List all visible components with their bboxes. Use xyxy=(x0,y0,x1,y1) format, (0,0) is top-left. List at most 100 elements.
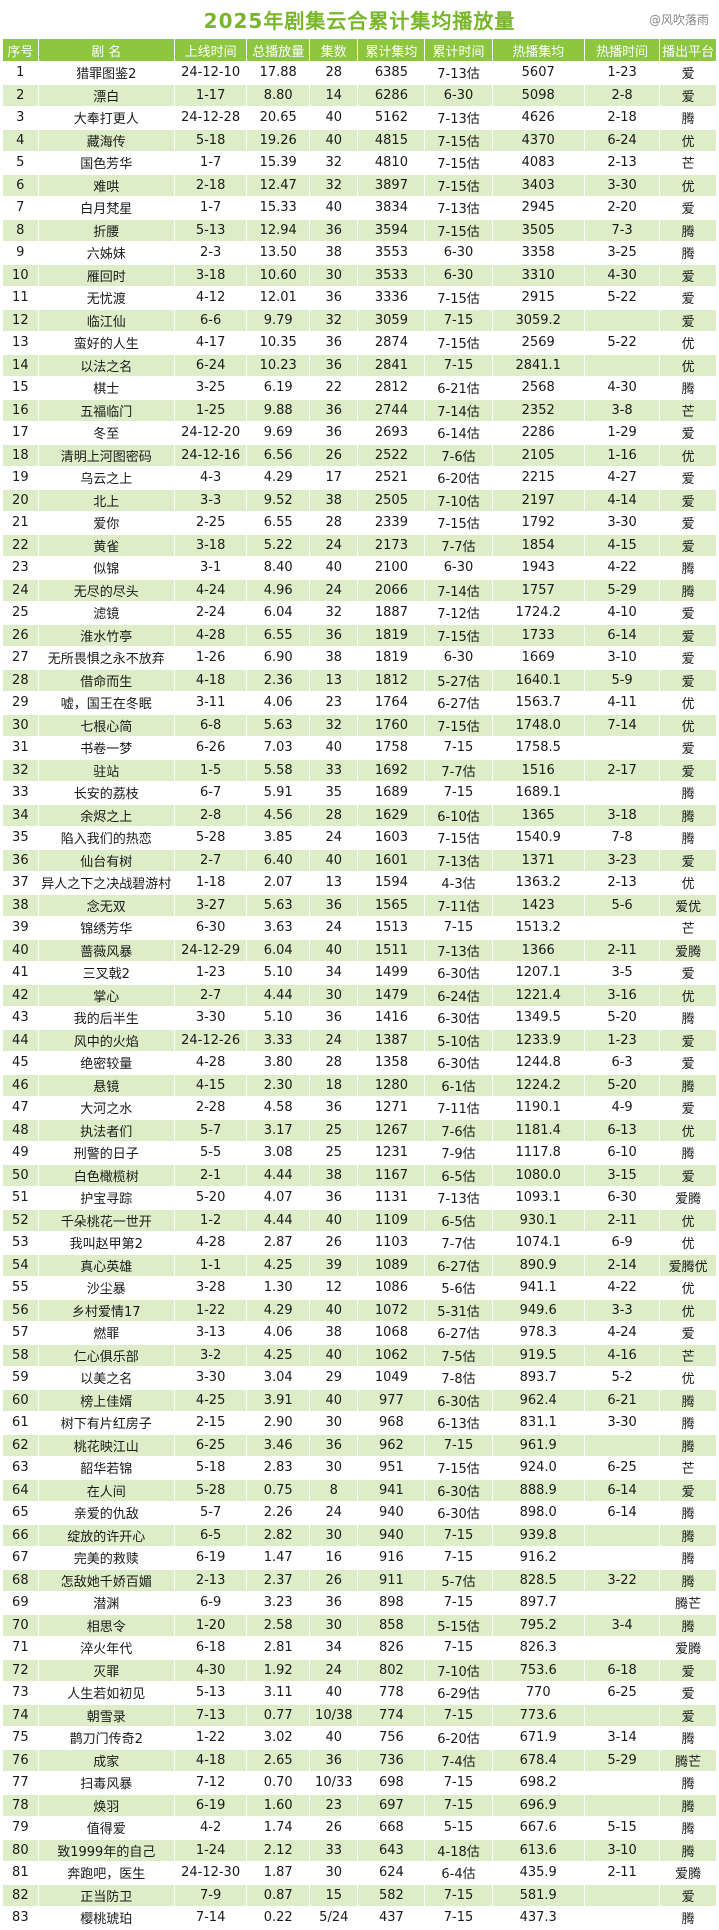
cell-platform: 优 xyxy=(659,983,717,1007)
cell-hot-date xyxy=(583,1591,661,1615)
cell-hot-date xyxy=(583,781,661,805)
cell-episode-count: 40 xyxy=(309,556,359,580)
cell-platform: 腾 xyxy=(659,218,717,242)
cell-total-views: 3.02 xyxy=(246,1726,311,1750)
cell-row-index: 19 xyxy=(2,466,39,490)
cell-hot-avg: 1689.1 xyxy=(491,781,585,805)
table-row: 53 我叫赵甲第2 4-28 2.87 26 1103 7-7估 1074.1 6-9 优 xyxy=(2,1231,717,1255)
cell-hot-date: 2-17 xyxy=(583,758,661,782)
cell-total-views: 9.88 xyxy=(246,398,311,422)
cell-cumulative-avg: 1565 xyxy=(357,893,426,917)
cell-hot-date: 3-3 xyxy=(583,1298,661,1322)
cell-launch-date: 3-13 xyxy=(173,1321,248,1345)
cell-hot-date xyxy=(583,1546,661,1570)
cell-drama-title: 致1999年的自己 xyxy=(37,1838,175,1862)
cell-hot-date: 3-30 xyxy=(583,173,661,197)
cell-row-index: 37 xyxy=(2,871,39,895)
cell-row-index: 9 xyxy=(2,241,39,265)
cell-hot-avg: 1669 xyxy=(491,646,585,670)
cell-hot-date: 4-11 xyxy=(583,691,661,715)
cell-cumulative-avg: 1819 xyxy=(357,646,426,670)
cell-cumulative-avg: 1062 xyxy=(357,1343,426,1367)
cell-platform: 爱 xyxy=(659,421,717,445)
cell-hot-date: 6-14 xyxy=(583,1501,661,1525)
cell-total-views: 2.37 xyxy=(246,1568,311,1592)
cell-cumulative-date: 6-30估 xyxy=(424,1006,493,1030)
cell-platform: 爱 xyxy=(659,1703,717,1727)
col-header-episodes: 集数 xyxy=(309,38,359,62)
cell-cumulative-avg: 1358 xyxy=(357,1051,426,1075)
cell-cumulative-date: 5-27估 xyxy=(424,668,493,692)
cell-total-views: 6.90 xyxy=(246,646,311,670)
cell-episode-count: 38 xyxy=(309,488,359,512)
cell-launch-date: 24-12-28 xyxy=(173,106,248,130)
cell-total-views: 5.63 xyxy=(246,713,311,737)
cell-episode-count: 36 xyxy=(309,286,359,310)
cell-total-views: 6.56 xyxy=(246,443,311,467)
cell-episode-count: 30 xyxy=(309,1523,359,1547)
cell-platform: 优 xyxy=(659,173,717,197)
cell-platform: 爱 xyxy=(659,511,717,535)
cell-episode-count: 26 xyxy=(309,1816,359,1840)
cell-hot-avg: 1423 xyxy=(491,893,585,917)
table-row: 29 嘘，国王在冬眠 3-11 4.06 23 1764 6-27估 1563.7 4-11 优 xyxy=(2,691,717,715)
cell-total-views: 2.65 xyxy=(246,1748,311,1772)
cell-episode-count: 36 xyxy=(309,1433,359,1457)
cell-total-views: 6.55 xyxy=(246,511,311,535)
cell-hot-avg: 2215 xyxy=(491,466,585,490)
cell-total-views: 6.55 xyxy=(246,623,311,647)
cell-cumulative-date: 7-15 xyxy=(424,916,493,940)
cell-cumulative-date: 6-30估 xyxy=(424,1051,493,1075)
cell-drama-title: 焕羽 xyxy=(37,1793,175,1817)
cell-hot-date: 6-14 xyxy=(583,623,661,647)
cell-drama-title: 刑警的日子 xyxy=(37,1141,175,1165)
cell-hot-date: 5-22 xyxy=(583,331,661,355)
cell-drama-title: 无所畏惧之永不放弃 xyxy=(37,646,175,670)
cell-total-views: 20.65 xyxy=(246,106,311,130)
cell-total-views: 4.29 xyxy=(246,1298,311,1322)
table-row: 16 五福临门 1-25 9.88 36 2744 7-14估 2352 3-8 芒 xyxy=(2,398,717,422)
cell-hot-avg: 2105 xyxy=(491,443,585,467)
cell-cumulative-avg: 778 xyxy=(357,1681,426,1705)
cell-cumulative-avg: 1629 xyxy=(357,803,426,827)
cell-cumulative-avg: 3533 xyxy=(357,263,426,287)
cell-hot-avg: 3310 xyxy=(491,263,585,287)
cell-episode-count: 40 xyxy=(309,1343,359,1367)
cell-cumulative-avg: 2744 xyxy=(357,398,426,422)
cell-launch-date: 5-5 xyxy=(173,1141,248,1165)
cell-row-index: 10 xyxy=(2,263,39,287)
cell-drama-title: 朝雪录 xyxy=(37,1703,175,1727)
cell-cumulative-date: 7-11估 xyxy=(424,893,493,917)
cell-episode-count: 33 xyxy=(309,1838,359,1862)
cell-hot-avg: 1093.1 xyxy=(491,1186,585,1210)
cell-hot-avg: 1233.9 xyxy=(491,1028,585,1052)
cell-launch-date: 4-18 xyxy=(173,1748,248,1772)
cell-cumulative-date: 6-30 xyxy=(424,556,493,580)
cell-hot-avg: 1563.7 xyxy=(491,691,585,715)
cell-episode-count: 23 xyxy=(309,691,359,715)
cell-hot-date: 3-30 xyxy=(583,511,661,535)
cell-drama-title: 亲爱的仇敌 xyxy=(37,1501,175,1525)
cell-hot-date: 6-24 xyxy=(583,128,661,152)
col-header-cumulative-avg: 累计集均 xyxy=(357,38,426,62)
cell-cumulative-avg: 1387 xyxy=(357,1028,426,1052)
cell-platform: 腾 xyxy=(659,578,717,602)
cell-total-views: 6.40 xyxy=(246,848,311,872)
cell-platform: 芒 xyxy=(659,398,717,422)
cell-hot-date: 6-21 xyxy=(583,1388,661,1412)
cell-drama-title: 似锦 xyxy=(37,556,175,580)
cell-cumulative-date: 7-15估 xyxy=(424,713,493,737)
cell-cumulative-date: 7-15估 xyxy=(424,331,493,355)
cell-row-index: 72 xyxy=(2,1658,39,1682)
cell-platform: 腾 xyxy=(659,781,717,805)
cell-row-index: 16 xyxy=(2,398,39,422)
cell-total-views: 2.58 xyxy=(246,1613,311,1637)
cell-hot-avg: 1363.2 xyxy=(491,871,585,895)
cell-row-index: 5 xyxy=(2,151,39,175)
header-row: 序号 剧 名 上线时间 总播放量 集数 累计集均 累计时间 热播集均 热播时间 … xyxy=(2,38,717,62)
cell-cumulative-avg: 1267 xyxy=(357,1118,426,1142)
cell-row-index: 43 xyxy=(2,1006,39,1030)
cell-cumulative-date: 7-15 xyxy=(424,1433,493,1457)
col-header-index: 序号 xyxy=(2,38,39,62)
cell-launch-date: 7-14 xyxy=(173,1906,248,1930)
